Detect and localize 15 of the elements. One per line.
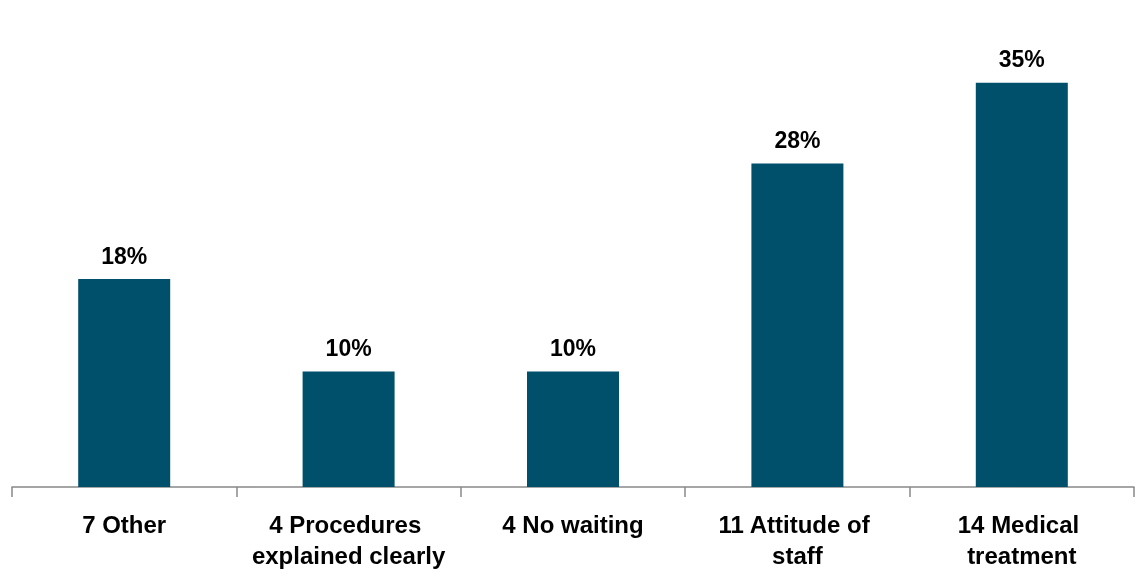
data-label: 18% xyxy=(101,242,148,269)
bar xyxy=(751,163,844,487)
data-label: 10% xyxy=(325,335,372,361)
x-tick-label: 11 Attitude of staff xyxy=(718,511,877,569)
data-label: 10% xyxy=(549,335,597,361)
bar xyxy=(302,371,395,487)
data-label: 35% xyxy=(998,46,1045,73)
x-tick-label: 4 No waiting xyxy=(502,511,644,538)
bar xyxy=(78,279,171,487)
x-tick-label: 7 Other xyxy=(82,511,167,538)
bar xyxy=(975,82,1068,487)
x-tick-label: 4 Procedures explained clearly xyxy=(251,511,446,569)
x-tick-label: 14 Medical treatment xyxy=(957,511,1086,569)
bar xyxy=(527,371,619,487)
data-label: 28% xyxy=(774,127,821,154)
